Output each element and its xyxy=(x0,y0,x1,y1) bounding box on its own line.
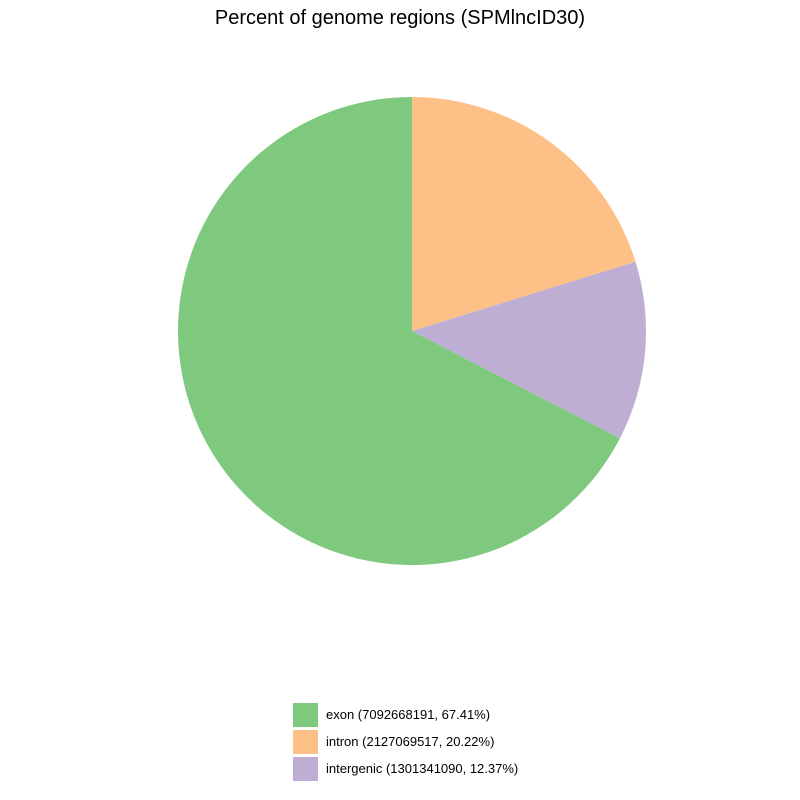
pie-slice-exon xyxy=(178,97,620,565)
legend-label-exon: exon (7092668191, 67.41%) xyxy=(326,706,491,722)
legend-label-intron: intron (2127069517, 20.22%) xyxy=(326,733,495,749)
pie-slice-intron xyxy=(412,97,636,331)
legend-label-intergenic: intergenic (1301341090, 12.37%) xyxy=(326,760,519,776)
pie-slice-intergenic xyxy=(412,261,647,439)
legend: exon (7092668191, 67.41%) intron (2127069… xyxy=(293,701,518,782)
legend-item-exon: exon (7092668191, 67.41%) xyxy=(293,701,518,728)
legend-swatch-exon xyxy=(293,702,318,727)
legend-swatch-intergenic xyxy=(293,756,318,781)
legend-item-intergenic: intergenic (1301341090, 12.37%) xyxy=(293,755,518,782)
legend-item-intron: intron (2127069517, 20.22%) xyxy=(293,728,518,755)
legend-swatch-intron xyxy=(293,729,318,754)
chart-title: Percent of genome regions (SPMlncID30) xyxy=(214,7,586,29)
